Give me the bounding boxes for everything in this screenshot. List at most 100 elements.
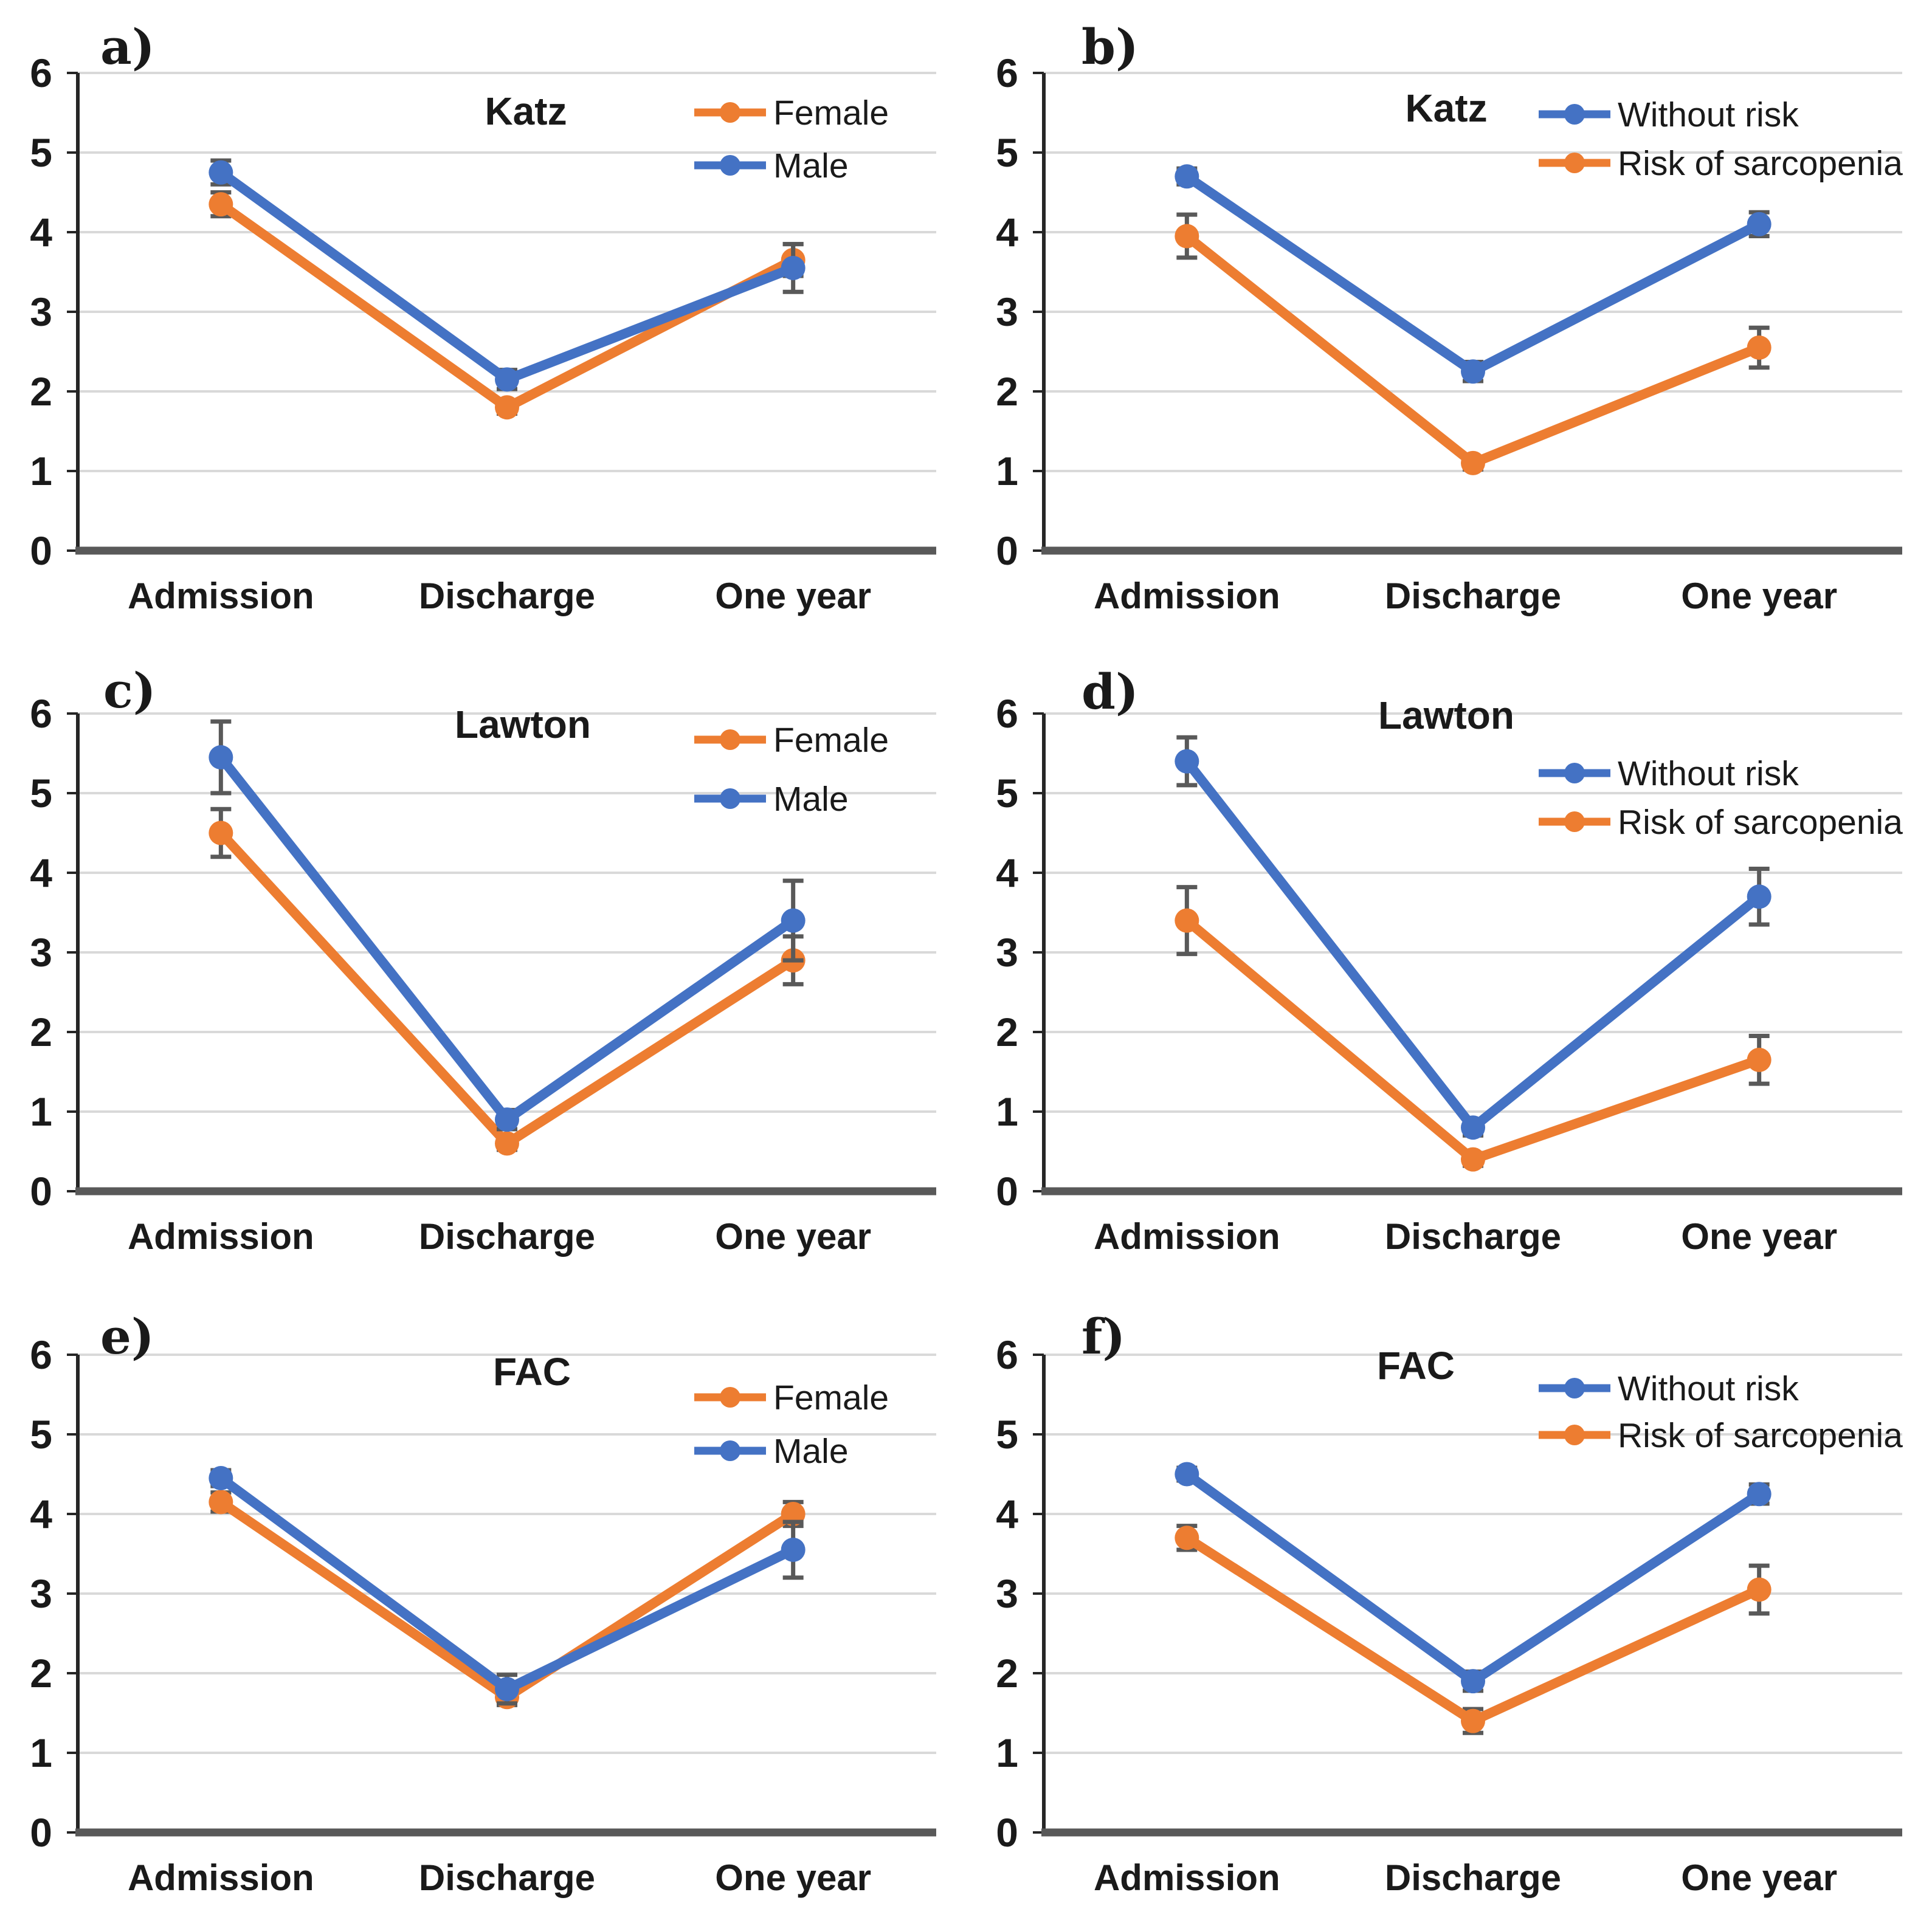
legend-dot-icon bbox=[1564, 1378, 1585, 1398]
y-tick-label-2: 2 bbox=[30, 369, 52, 414]
legend-label: Risk of sarcopenia bbox=[1618, 1416, 1903, 1455]
y-tick-label-2: 2 bbox=[30, 1010, 52, 1054]
chart-e-svg: 0 1 2 3 4 5 6 Admission Discharge One year FAC Fema… bbox=[30, 1308, 936, 1898]
x-category-label: Discharge bbox=[419, 1216, 595, 1257]
series-line bbox=[1182, 171, 1764, 377]
data-point-marker bbox=[209, 160, 233, 185]
y-tick-label-4: 4 bbox=[996, 850, 1018, 895]
y-tick-label-1: 1 bbox=[996, 1730, 1018, 1775]
data-point-marker bbox=[209, 192, 233, 217]
y-tick-label-0: 0 bbox=[30, 528, 52, 573]
x-category-label: One year bbox=[715, 576, 871, 616]
data-point-marker bbox=[1747, 1577, 1772, 1602]
data-point-marker bbox=[1747, 335, 1772, 360]
legend-label: Risk of sarcopenia bbox=[1618, 803, 1903, 842]
gridlines bbox=[67, 1354, 936, 1834]
legend: Female Male bbox=[694, 94, 889, 185]
series-risk-of-sarcopenia bbox=[1175, 885, 1772, 1172]
data-point-marker bbox=[495, 367, 519, 392]
x-category-label: One year bbox=[1681, 1216, 1837, 1257]
panel-letter-f: f) bbox=[1082, 1308, 1125, 1365]
panel-e: 0 1 2 3 4 5 6 Admission Discharge One year FAC Fema… bbox=[0, 1281, 966, 1923]
data-point-marker bbox=[495, 395, 519, 420]
data-point-marker bbox=[1175, 1526, 1199, 1550]
legend-label: Female bbox=[773, 721, 889, 760]
legend-label: Without risk bbox=[1618, 95, 1799, 134]
series-risk-of-sarcopenia bbox=[1175, 212, 1772, 475]
legend: Female Male bbox=[694, 1378, 889, 1471]
gridlines bbox=[1033, 1354, 1902, 1834]
y-tick-label-5: 5 bbox=[996, 1412, 1018, 1457]
legend-dot-icon bbox=[720, 729, 740, 750]
y-tick-label-3: 3 bbox=[996, 289, 1018, 334]
y-tick-label-2: 2 bbox=[30, 1651, 52, 1696]
legend-dot-icon bbox=[1564, 1425, 1585, 1445]
legend-label: Female bbox=[773, 94, 889, 132]
series-male bbox=[209, 719, 806, 1132]
series-male bbox=[209, 158, 806, 392]
legend-dot-icon bbox=[1564, 153, 1585, 173]
y-tick-label-5: 5 bbox=[30, 130, 52, 175]
data-point-marker bbox=[495, 1107, 519, 1132]
series-line bbox=[216, 1497, 798, 1702]
legend-item-risk-of-sarcopenia: Risk of sarcopenia bbox=[1539, 144, 1903, 183]
legend: Without risk Risk of sarcopenia bbox=[1539, 754, 1903, 842]
legend-dot-icon bbox=[720, 155, 740, 176]
y-tick-label-2: 2 bbox=[996, 1651, 1018, 1696]
data-point-marker bbox=[1175, 164, 1199, 189]
x-category-label: One year bbox=[715, 1216, 871, 1257]
data-point-marker bbox=[781, 255, 806, 280]
y-tick-label-5: 5 bbox=[30, 771, 52, 816]
y-tick-label-6: 6 bbox=[30, 691, 52, 736]
x-category-label: One year bbox=[1681, 576, 1837, 616]
y-tick-label-6: 6 bbox=[996, 1332, 1018, 1377]
chart-title-a: Katz bbox=[485, 89, 567, 133]
data-point-marker bbox=[1461, 1147, 1485, 1172]
legend-dot-icon bbox=[1564, 811, 1585, 832]
y-tick-label-3: 3 bbox=[996, 1571, 1018, 1616]
legend-item-male: Male bbox=[694, 1432, 849, 1471]
y-tick-label-4: 4 bbox=[30, 210, 52, 255]
data-point-marker bbox=[209, 820, 233, 845]
data-point-marker bbox=[1747, 212, 1772, 236]
y-tick-label-1: 1 bbox=[30, 1089, 52, 1134]
chart-c-svg: 0 1 2 3 4 5 6 Admission Discharge One year Lawton F… bbox=[30, 662, 936, 1257]
data-point-marker bbox=[209, 1466, 233, 1491]
series-line bbox=[216, 752, 798, 1125]
x-category-label: One year bbox=[715, 1857, 871, 1898]
legend: Without risk Risk of sarcopenia bbox=[1539, 1369, 1903, 1455]
legend-item-male: Male bbox=[694, 146, 849, 185]
legend-item-without-risk: Without risk bbox=[1539, 1369, 1799, 1408]
data-point-marker bbox=[1747, 884, 1772, 909]
series-line bbox=[216, 167, 798, 385]
y-tick-label-2: 2 bbox=[996, 369, 1018, 414]
data-point-marker bbox=[1175, 749, 1199, 774]
y-tick-label-5: 5 bbox=[996, 771, 1018, 816]
data-point-marker bbox=[209, 1490, 233, 1515]
data-point-marker bbox=[781, 908, 806, 933]
data-point-marker bbox=[1461, 1708, 1485, 1733]
legend-dot-icon bbox=[1564, 763, 1585, 783]
y-tick-label-0: 0 bbox=[30, 1169, 52, 1214]
panel-letter-c: c) bbox=[103, 662, 156, 719]
y-tick-label-4: 4 bbox=[996, 1491, 1018, 1536]
data-point-marker bbox=[495, 1677, 519, 1702]
series-line bbox=[216, 1473, 798, 1694]
legend-item-without-risk: Without risk bbox=[1539, 754, 1799, 793]
chart-title-d: Lawton bbox=[1378, 693, 1514, 737]
data-point-marker bbox=[1747, 1047, 1772, 1072]
chart-f-svg: 0 1 2 3 4 5 6 Admission Discharge One year FAC With… bbox=[996, 1308, 1903, 1898]
y-tick-label-2: 2 bbox=[996, 1010, 1018, 1054]
legend-dot-icon bbox=[720, 1387, 740, 1408]
chart-title-b: Katz bbox=[1405, 86, 1487, 130]
y-tick-label-4: 4 bbox=[30, 1491, 52, 1536]
legend-dot-icon bbox=[1564, 104, 1585, 125]
panel-f: 0 1 2 3 4 5 6 Admission Discharge One year FAC With… bbox=[966, 1281, 1932, 1923]
y-tick-label-3: 3 bbox=[996, 930, 1018, 975]
x-category-label: Discharge bbox=[1385, 1857, 1561, 1898]
chart-b-svg: 0 1 2 3 4 5 6 Admission Discharge One year Katz Wit… bbox=[996, 18, 1903, 616]
series-line bbox=[1182, 1469, 1764, 1687]
panel-letter-d: d) bbox=[1082, 663, 1139, 720]
panel-d: 0 1 2 3 4 5 6 Admission Discharge One year Lawton W… bbox=[966, 641, 1932, 1281]
legend-dot-icon bbox=[720, 1440, 740, 1461]
